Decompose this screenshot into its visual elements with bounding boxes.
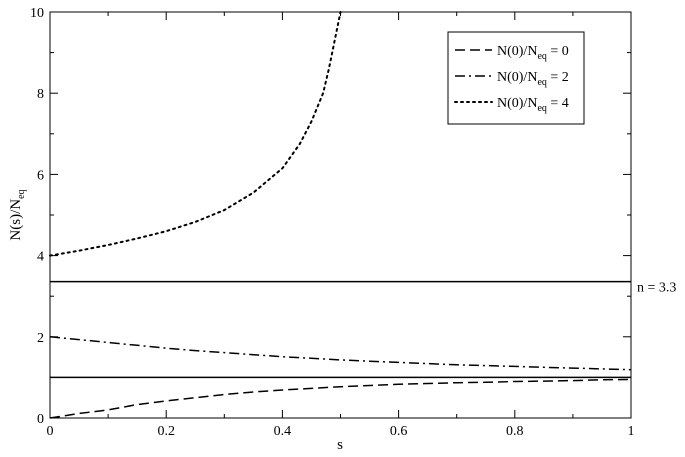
legend-entry-label: N(0)/Neq = 0	[497, 44, 569, 62]
legend-entry-suffix: = 2	[547, 70, 569, 85]
legend-entry-main: N(0)/N	[497, 96, 537, 111]
x-tick-label: 0.6	[390, 424, 408, 439]
y-tick-label: 2	[37, 331, 44, 346]
svg-text:N(s)/Neq: N(s)/Neq	[8, 189, 27, 240]
series-layer	[49, 11, 632, 419]
x-tick-label: 0.2	[157, 424, 175, 439]
legend-entry-sub: eq	[537, 103, 546, 114]
y-axis-label: N(s)/Neq	[8, 189, 27, 240]
x-tick-label: 0.8	[506, 424, 524, 439]
legend-box	[447, 31, 585, 125]
y-tick-label: 6	[37, 168, 44, 183]
x-tick-label: 1	[628, 424, 635, 439]
series-line-dotted	[49, 11, 342, 257]
y-tick-label: 0	[37, 412, 44, 427]
legend-entry-suffix: = 0	[547, 44, 569, 59]
legend-entry-main: N(0)/N	[497, 70, 537, 85]
x-axis-label: s	[337, 437, 343, 453]
legend-entry-main: N(0)/N	[497, 44, 537, 59]
legend-entry-suffix: = 4	[547, 96, 569, 111]
legend: N(0)/Neq = 0N(0)/Neq = 2N(0)/Neq = 4	[447, 31, 585, 125]
x-tick-label: 0.4	[274, 424, 292, 439]
y-tick-label: 4	[37, 250, 44, 265]
y-tick-label: 8	[37, 87, 44, 102]
hline-layer: n = 3.3	[50, 281, 676, 379]
legend-entry-sub: eq	[537, 77, 546, 88]
y-tick-label: 10	[30, 6, 44, 21]
series-line-dashed	[49, 378, 632, 419]
reference-line-label: n = 3.3	[637, 281, 676, 296]
legend-entry-label: N(0)/Neq = 4	[497, 96, 569, 114]
legend-entry-label: N(0)/Neq = 2	[497, 70, 569, 88]
series-line-dashdot	[49, 336, 632, 371]
y-axis-label-main: N(s)/N	[8, 199, 24, 241]
y-axis-label-sub: eq	[16, 189, 27, 198]
x-tick-label: 0	[47, 424, 54, 439]
legend-entry-sub: eq	[537, 51, 546, 62]
